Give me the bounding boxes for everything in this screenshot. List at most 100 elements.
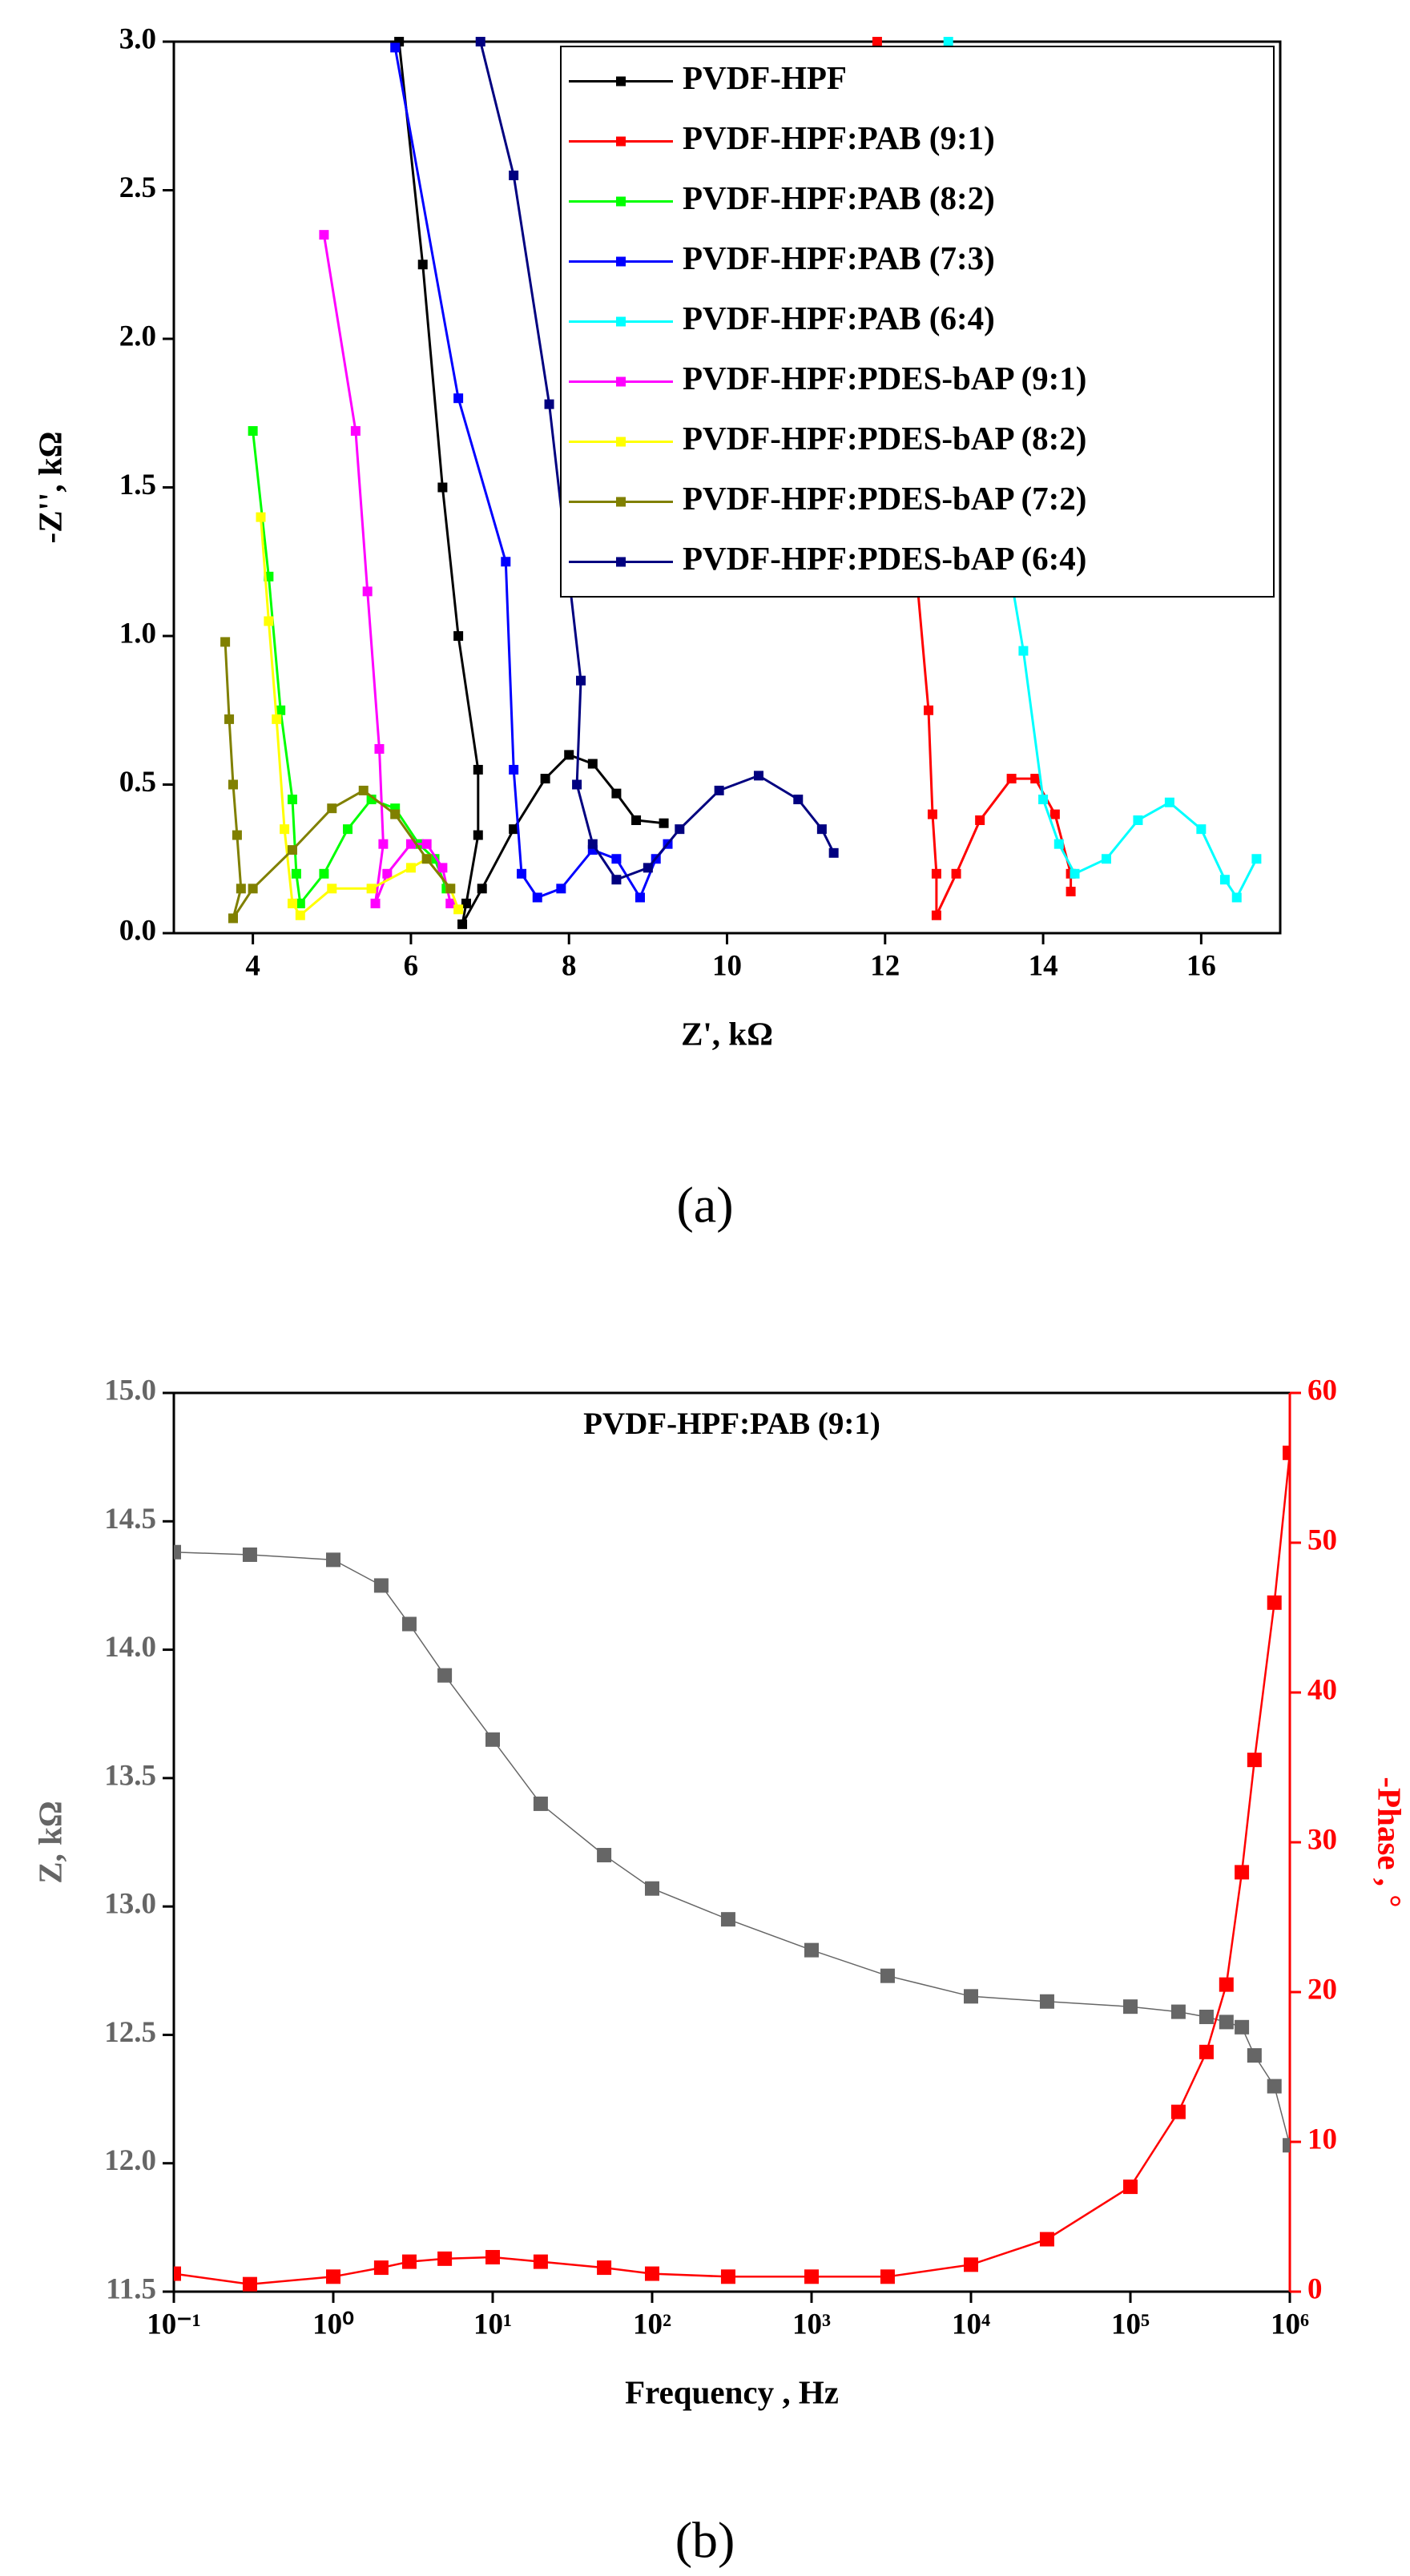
y-tick-label: 1.0 (119, 617, 156, 650)
legend-marker (616, 136, 626, 147)
data-point (390, 809, 401, 819)
x-tick-label: 4 (245, 949, 260, 982)
y-tick-label: 0.0 (119, 914, 156, 947)
x-tick-label: 10⁰ (312, 2308, 354, 2341)
data-point (1101, 854, 1111, 864)
data-point (1070, 868, 1080, 879)
data-point (1231, 892, 1242, 903)
data-point (485, 1732, 500, 1747)
data-point (753, 771, 763, 781)
data-point (572, 779, 582, 790)
legend-label: PVDF-HPF:PAB (6:4) (683, 300, 995, 336)
data-point (509, 170, 519, 180)
data-point (228, 779, 238, 790)
data-point (366, 883, 377, 894)
data-point (1164, 797, 1174, 807)
data-point (437, 2251, 453, 2266)
data-point (517, 868, 527, 879)
series-line (397, 41, 664, 925)
data-point (872, 37, 882, 46)
y2-tick-label: 20 (1307, 1973, 1337, 2006)
legend-box (560, 46, 1275, 598)
data-point (287, 898, 297, 908)
x-axis-label: Frequency , Hz (625, 2373, 839, 2410)
plot-area (174, 1445, 1290, 2292)
data-point (242, 1547, 257, 1562)
caption: (b) (675, 2512, 735, 2569)
data-point (1235, 1865, 1250, 1880)
data-point (720, 1912, 735, 1927)
y2-tick-label: 30 (1307, 1823, 1337, 1856)
data-point (373, 1578, 389, 1593)
data-point (675, 824, 685, 835)
data-point (373, 2260, 389, 2276)
data-point (362, 586, 373, 597)
legend-marker (616, 557, 626, 567)
x-tick-label: 16 (1186, 949, 1216, 982)
data-point (1053, 839, 1064, 849)
data-point (659, 818, 669, 828)
y2-tick-label: 40 (1307, 1673, 1337, 1706)
data-point (509, 824, 519, 835)
legend-label: PVDF-HPF:PDES-bAP (7:2) (683, 480, 1086, 517)
data-point (880, 1968, 895, 1983)
data-point (327, 883, 337, 894)
y2-tick-label: 50 (1307, 1523, 1337, 1556)
data-point (475, 37, 485, 46)
y2-axis-label: -Phase , ° (1372, 1777, 1408, 1907)
data-point (544, 399, 554, 409)
data-point (1018, 646, 1029, 656)
legend-label: PVDF-HPF (683, 59, 847, 96)
data-point (248, 426, 258, 437)
data-point (501, 557, 511, 567)
y-tick-label: 1.5 (119, 469, 156, 501)
data-point (1247, 1753, 1262, 1768)
data-point (1196, 824, 1207, 835)
x-tick-label: 10⁻¹ (147, 2308, 201, 2341)
data-point (319, 868, 329, 879)
data-point (326, 2269, 340, 2284)
data-point (350, 426, 361, 437)
y-tick-label: 13.5 (104, 1759, 156, 1792)
data-point (720, 2269, 735, 2284)
data-point (597, 2260, 612, 2276)
data-point (556, 883, 566, 894)
data-point (370, 898, 381, 908)
series-line (393, 47, 669, 900)
data-point (461, 898, 471, 908)
data-point (611, 854, 622, 864)
data-point (793, 795, 804, 805)
legend-label: PVDF-HPF:PAB (8:2) (683, 179, 995, 216)
data-point (533, 1796, 548, 1811)
data-point (264, 616, 274, 626)
data-point (1123, 1999, 1138, 2015)
data-point (1219, 2015, 1234, 2030)
data-point (236, 883, 246, 894)
data-point (453, 904, 464, 915)
x-tick-label: 10⁴ (952, 2308, 990, 2341)
data-point (1039, 2232, 1054, 2247)
data-point (1198, 2044, 1214, 2059)
legend-label: PVDF-HPF:PAB (7:3) (683, 239, 995, 276)
data-point (645, 2266, 659, 2281)
x-tick-label: 8 (562, 949, 577, 982)
data-point (485, 2249, 500, 2264)
data-point (975, 815, 985, 826)
data-point (437, 1668, 453, 1683)
data-point (564, 750, 574, 760)
y2-tick-label: 0 (1307, 2272, 1323, 2305)
data-point (611, 788, 622, 799)
data-point (256, 512, 266, 522)
data-point (1038, 795, 1049, 805)
data-point (295, 898, 305, 908)
data-point (287, 845, 297, 855)
data-point (291, 868, 301, 879)
data-point (401, 2254, 417, 2269)
data-point (421, 839, 432, 849)
data-point (1133, 815, 1143, 826)
data-point (477, 883, 487, 894)
data-point (631, 815, 642, 826)
data-point (228, 913, 238, 924)
data-point (232, 830, 242, 840)
